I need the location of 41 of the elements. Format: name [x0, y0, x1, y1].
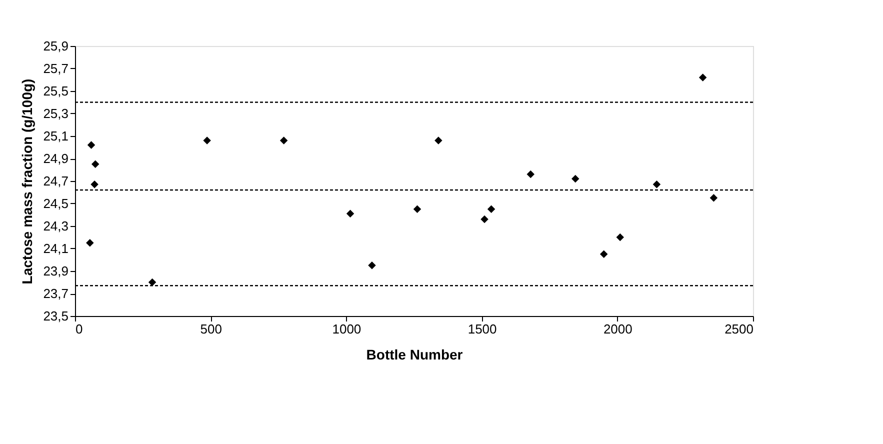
point	[86, 239, 94, 247]
y-axis-title: Lactose mass fraction (g/100g)	[19, 78, 36, 284]
point	[434, 136, 442, 144]
point	[571, 174, 580, 183]
y-tick-label: 25,7	[43, 61, 68, 76]
point	[698, 74, 707, 82]
x-axis-title: Bottle Number	[366, 346, 464, 362]
x-tick-label: 0	[76, 322, 83, 336]
y-tick-label: 23,7	[43, 286, 68, 301]
y-tick-label: 23,9	[43, 264, 68, 278]
point	[203, 136, 211, 144]
point	[87, 141, 96, 149]
x-tick-label: 2000	[603, 322, 632, 336]
point	[600, 250, 608, 258]
y-tick-label: 24,3	[43, 218, 68, 234]
x-tick-label: 500	[200, 322, 222, 336]
point	[616, 233, 624, 242]
point	[487, 205, 496, 213]
y-tick-label: 25,9	[43, 38, 68, 54]
y-tick-label: 25,5	[43, 84, 68, 98]
y-tick-label: 25,1	[43, 128, 68, 144]
point	[652, 180, 661, 188]
point	[91, 160, 100, 168]
y-tick-label: 24,9	[43, 151, 68, 166]
point	[480, 215, 488, 224]
y-tick-label: 23,5	[43, 308, 68, 324]
point	[148, 278, 156, 286]
point	[368, 262, 376, 270]
x-tick-label: 1000	[332, 322, 362, 336]
point	[90, 180, 98, 188]
point	[346, 210, 354, 218]
x-tick-label: 1500	[468, 322, 497, 336]
point	[710, 194, 718, 202]
point	[413, 205, 422, 213]
y-tick-label: 24,5	[43, 196, 68, 211]
y-tick-label: 25,3	[43, 106, 68, 121]
point	[526, 170, 534, 178]
point	[280, 136, 288, 144]
x-tick-label: 2500	[724, 322, 754, 336]
y-tick-label: 24,1	[43, 241, 68, 256]
y-tick-label: 24,7	[43, 174, 68, 188]
